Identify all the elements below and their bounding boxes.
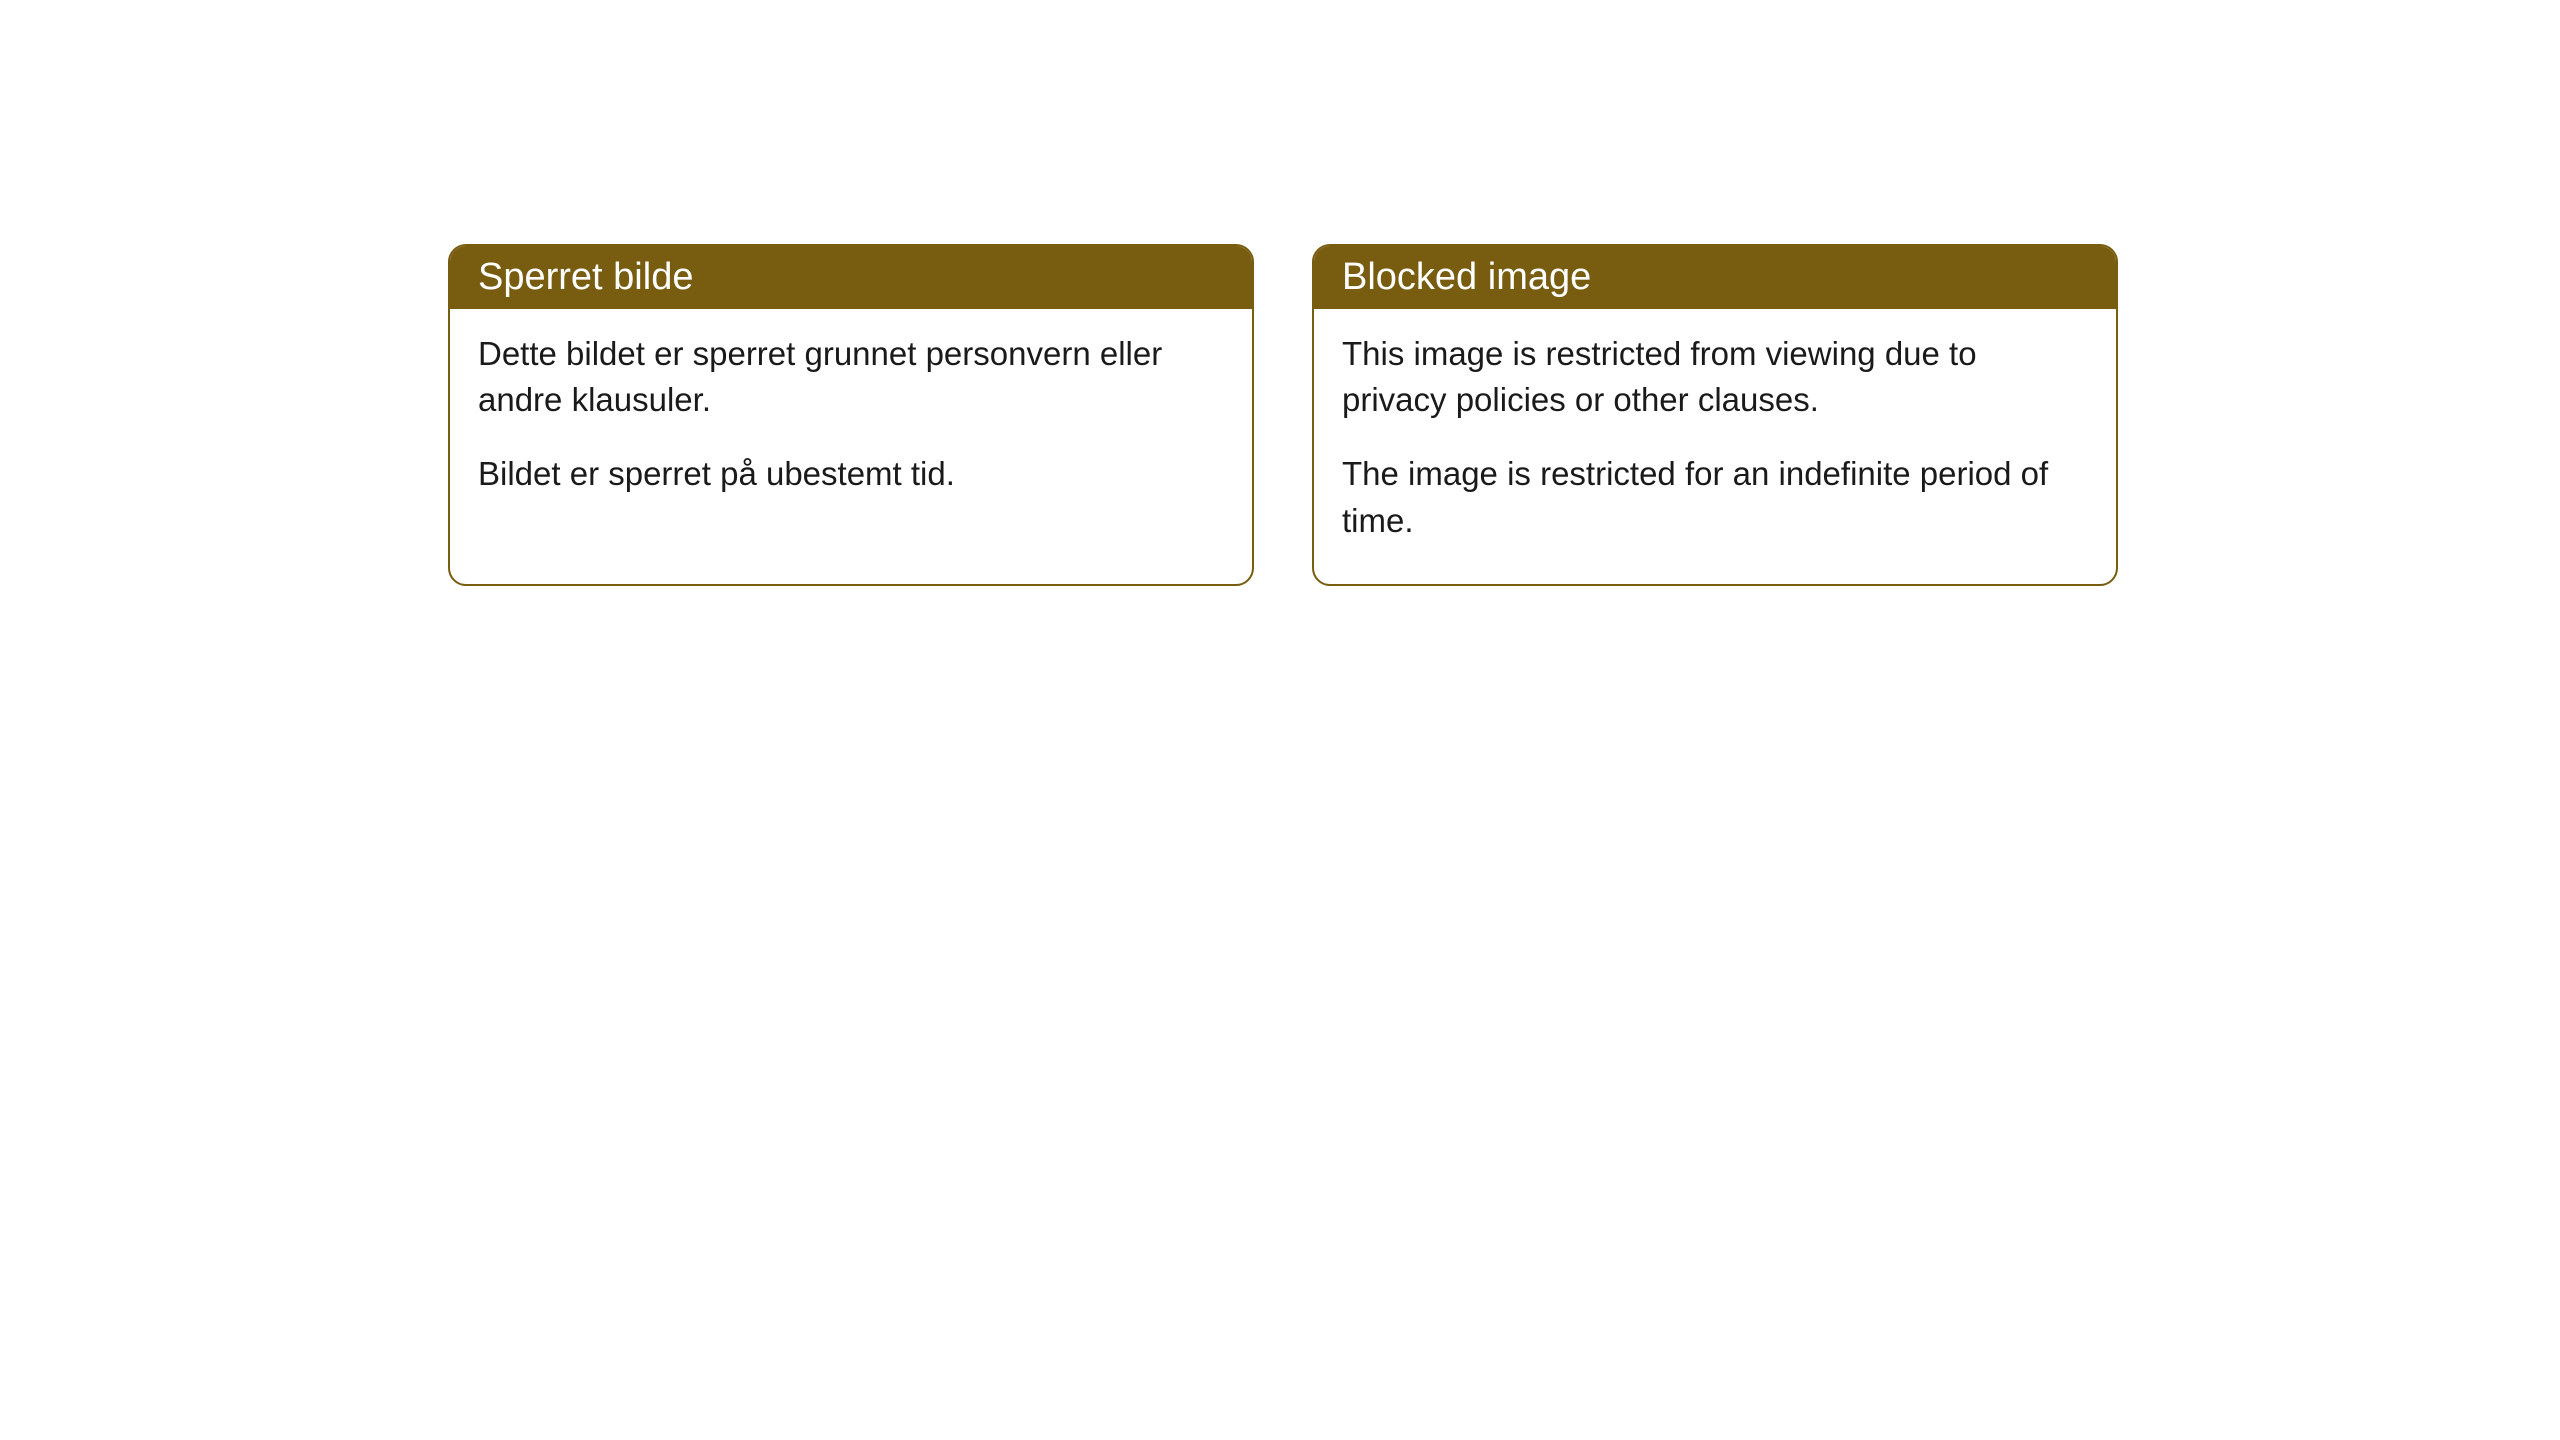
blocked-image-card-no: Sperret bilde Dette bildet er sperret gr… bbox=[448, 244, 1254, 586]
cards-container: Sperret bilde Dette bildet er sperret gr… bbox=[448, 244, 2118, 586]
card-paragraph-no-1: Dette bildet er sperret grunnet personve… bbox=[478, 331, 1224, 423]
card-header-en: Blocked image bbox=[1314, 246, 2116, 309]
card-body-no: Dette bildet er sperret grunnet personve… bbox=[450, 309, 1252, 538]
card-header-no: Sperret bilde bbox=[450, 246, 1252, 309]
card-paragraph-no-2: Bildet er sperret på ubestemt tid. bbox=[478, 451, 1224, 497]
blocked-image-card-en: Blocked image This image is restricted f… bbox=[1312, 244, 2118, 586]
card-paragraph-en-1: This image is restricted from viewing du… bbox=[1342, 331, 2088, 423]
card-paragraph-en-2: The image is restricted for an indefinit… bbox=[1342, 451, 2088, 543]
card-body-en: This image is restricted from viewing du… bbox=[1314, 309, 2116, 584]
card-title-en: Blocked image bbox=[1342, 256, 1591, 298]
card-title-no: Sperret bilde bbox=[478, 256, 693, 298]
